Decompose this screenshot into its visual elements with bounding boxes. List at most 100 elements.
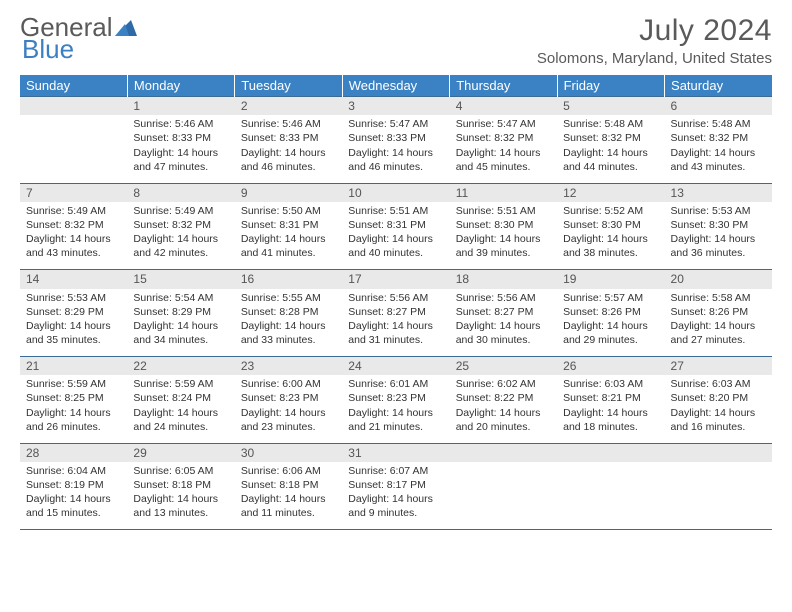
daylight-text: Daylight: 14 hours and 41 minutes. xyxy=(241,232,336,260)
sunset-text: Sunset: 8:22 PM xyxy=(456,391,551,405)
day-number-cell: 15 xyxy=(127,270,234,289)
weekday-header: Saturday xyxy=(665,75,772,97)
title-block: July 2024 Solomons, Maryland, United Sta… xyxy=(537,14,772,67)
day-number-cell: 28 xyxy=(20,443,127,462)
sunset-text: Sunset: 8:20 PM xyxy=(671,391,766,405)
day-number-cell: 26 xyxy=(557,357,664,376)
sunrise-text: Sunrise: 5:46 AM xyxy=(241,117,336,131)
daylight-text: Daylight: 14 hours and 27 minutes. xyxy=(671,319,766,347)
daylight-text: Daylight: 14 hours and 36 minutes. xyxy=(671,232,766,260)
day-content-cell: Sunrise: 6:06 AMSunset: 8:18 PMDaylight:… xyxy=(235,462,342,530)
month-title: July 2024 xyxy=(537,14,772,48)
day-number-cell: 1 xyxy=(127,97,234,116)
daylight-text: Daylight: 14 hours and 26 minutes. xyxy=(26,406,121,434)
sunset-text: Sunset: 8:26 PM xyxy=(563,305,658,319)
day-content-cell: Sunrise: 5:46 AMSunset: 8:33 PMDaylight:… xyxy=(127,115,234,183)
weekday-header: Thursday xyxy=(450,75,557,97)
sunrise-text: Sunrise: 5:48 AM xyxy=(671,117,766,131)
sunset-text: Sunset: 8:23 PM xyxy=(348,391,443,405)
day-content-cell: Sunrise: 5:48 AMSunset: 8:32 PMDaylight:… xyxy=(665,115,772,183)
day-content-cell xyxy=(557,462,664,530)
day-content-cell: Sunrise: 5:49 AMSunset: 8:32 PMDaylight:… xyxy=(20,202,127,270)
day-content-cell: Sunrise: 5:55 AMSunset: 8:28 PMDaylight:… xyxy=(235,289,342,357)
sunset-text: Sunset: 8:18 PM xyxy=(241,478,336,492)
sunset-text: Sunset: 8:31 PM xyxy=(241,218,336,232)
sunset-text: Sunset: 8:19 PM xyxy=(26,478,121,492)
logo-triangle-icon xyxy=(115,14,137,40)
daylight-text: Daylight: 14 hours and 35 minutes. xyxy=(26,319,121,347)
sunset-text: Sunset: 8:33 PM xyxy=(348,131,443,145)
daylight-text: Daylight: 14 hours and 39 minutes. xyxy=(456,232,551,260)
sunset-text: Sunset: 8:17 PM xyxy=(348,478,443,492)
day-content-cell: Sunrise: 5:46 AMSunset: 8:33 PMDaylight:… xyxy=(235,115,342,183)
sunrise-text: Sunrise: 5:52 AM xyxy=(563,204,658,218)
weekday-header: Tuesday xyxy=(235,75,342,97)
day-content-cell: Sunrise: 6:05 AMSunset: 8:18 PMDaylight:… xyxy=(127,462,234,530)
daylight-text: Daylight: 14 hours and 29 minutes. xyxy=(563,319,658,347)
sunrise-text: Sunrise: 5:46 AM xyxy=(133,117,228,131)
day-content-cell: Sunrise: 5:53 AMSunset: 8:30 PMDaylight:… xyxy=(665,202,772,270)
sunset-text: Sunset: 8:18 PM xyxy=(133,478,228,492)
sunrise-text: Sunrise: 6:06 AM xyxy=(241,464,336,478)
sunrise-text: Sunrise: 5:48 AM xyxy=(563,117,658,131)
day-number-cell: 8 xyxy=(127,183,234,202)
day-content-cell: Sunrise: 5:52 AMSunset: 8:30 PMDaylight:… xyxy=(557,202,664,270)
day-number-cell: 18 xyxy=(450,270,557,289)
sunrise-text: Sunrise: 5:53 AM xyxy=(26,291,121,305)
day-content-cell: Sunrise: 5:51 AMSunset: 8:30 PMDaylight:… xyxy=(450,202,557,270)
weekday-header: Friday xyxy=(557,75,664,97)
daylight-text: Daylight: 14 hours and 40 minutes. xyxy=(348,232,443,260)
day-number-cell: 21 xyxy=(20,357,127,376)
sunrise-text: Sunrise: 5:49 AM xyxy=(26,204,121,218)
sunrise-text: Sunrise: 5:55 AM xyxy=(241,291,336,305)
day-content-cell: Sunrise: 5:58 AMSunset: 8:26 PMDaylight:… xyxy=(665,289,772,357)
day-content-row: Sunrise: 5:53 AMSunset: 8:29 PMDaylight:… xyxy=(20,289,772,357)
day-number-cell: 11 xyxy=(450,183,557,202)
sunset-text: Sunset: 8:32 PM xyxy=(456,131,551,145)
day-number-cell xyxy=(450,443,557,462)
sunrise-text: Sunrise: 5:47 AM xyxy=(456,117,551,131)
sunset-text: Sunset: 8:32 PM xyxy=(671,131,766,145)
page-header: General Blue July 2024 Solomons, Marylan… xyxy=(20,14,772,67)
sunrise-text: Sunrise: 5:57 AM xyxy=(563,291,658,305)
day-number-row: 78910111213 xyxy=(20,183,772,202)
daylight-text: Daylight: 14 hours and 31 minutes. xyxy=(348,319,443,347)
daylight-text: Daylight: 14 hours and 46 minutes. xyxy=(348,146,443,174)
day-number-cell: 12 xyxy=(557,183,664,202)
daylight-text: Daylight: 14 hours and 44 minutes. xyxy=(563,146,658,174)
daylight-text: Daylight: 14 hours and 20 minutes. xyxy=(456,406,551,434)
day-content-row: Sunrise: 5:59 AMSunset: 8:25 PMDaylight:… xyxy=(20,375,772,443)
sunrise-text: Sunrise: 5:53 AM xyxy=(671,204,766,218)
sunrise-text: Sunrise: 5:59 AM xyxy=(133,377,228,391)
sunrise-text: Sunrise: 5:54 AM xyxy=(133,291,228,305)
sunrise-text: Sunrise: 6:00 AM xyxy=(241,377,336,391)
sunset-text: Sunset: 8:27 PM xyxy=(348,305,443,319)
daylight-text: Daylight: 14 hours and 34 minutes. xyxy=(133,319,228,347)
daylight-text: Daylight: 14 hours and 47 minutes. xyxy=(133,146,228,174)
day-number-cell: 24 xyxy=(342,357,449,376)
sunset-text: Sunset: 8:21 PM xyxy=(563,391,658,405)
day-number-cell: 30 xyxy=(235,443,342,462)
sunrise-text: Sunrise: 5:56 AM xyxy=(456,291,551,305)
day-content-cell: Sunrise: 5:53 AMSunset: 8:29 PMDaylight:… xyxy=(20,289,127,357)
sunset-text: Sunset: 8:32 PM xyxy=(563,131,658,145)
sunrise-text: Sunrise: 5:47 AM xyxy=(348,117,443,131)
sunset-text: Sunset: 8:24 PM xyxy=(133,391,228,405)
day-number-row: 14151617181920 xyxy=(20,270,772,289)
sunrise-text: Sunrise: 6:02 AM xyxy=(456,377,551,391)
sunset-text: Sunset: 8:26 PM xyxy=(671,305,766,319)
day-number-cell: 7 xyxy=(20,183,127,202)
day-content-cell: Sunrise: 5:48 AMSunset: 8:32 PMDaylight:… xyxy=(557,115,664,183)
sunrise-text: Sunrise: 5:59 AM xyxy=(26,377,121,391)
weekday-header-row: Sunday Monday Tuesday Wednesday Thursday… xyxy=(20,75,772,97)
day-content-cell: Sunrise: 5:56 AMSunset: 8:27 PMDaylight:… xyxy=(342,289,449,357)
day-content-cell: Sunrise: 5:59 AMSunset: 8:25 PMDaylight:… xyxy=(20,375,127,443)
day-number-cell: 4 xyxy=(450,97,557,116)
sunset-text: Sunset: 8:27 PM xyxy=(456,305,551,319)
day-content-cell: Sunrise: 6:02 AMSunset: 8:22 PMDaylight:… xyxy=(450,375,557,443)
sunset-text: Sunset: 8:32 PM xyxy=(26,218,121,232)
day-number-cell: 25 xyxy=(450,357,557,376)
weekday-header: Monday xyxy=(127,75,234,97)
day-content-cell: Sunrise: 5:49 AMSunset: 8:32 PMDaylight:… xyxy=(127,202,234,270)
day-number-cell: 29 xyxy=(127,443,234,462)
